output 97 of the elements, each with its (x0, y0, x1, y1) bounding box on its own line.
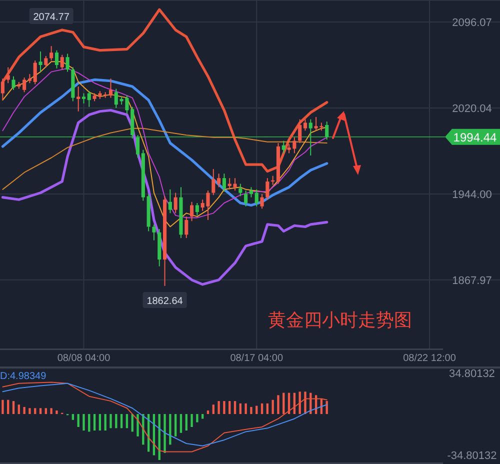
candlestick (60, 54, 64, 70)
candlestick (266, 178, 270, 200)
bar (244, 403, 247, 414)
x-tick-label: 08/08 04:00 (57, 353, 111, 364)
candlestick (168, 188, 172, 214)
candlestick (174, 192, 178, 214)
bar (82, 414, 85, 431)
bar (239, 403, 242, 414)
bar (277, 395, 280, 414)
y-tick-label: 2020.04 (452, 102, 492, 115)
bar (185, 414, 188, 431)
candlestick (33, 60, 37, 85)
candlestick (184, 216, 188, 239)
bar (7, 400, 10, 414)
bar (120, 414, 123, 428)
bar (39, 408, 42, 414)
candlestick (82, 92, 86, 104)
candlestick (12, 76, 16, 90)
y-tick-label: 34.80132 (449, 368, 495, 380)
bar (44, 408, 47, 414)
annotation: 2074.77 (33, 12, 70, 24)
candlestick (22, 76, 26, 93)
bar (174, 414, 177, 436)
bar (260, 403, 264, 414)
candlestick (44, 55, 48, 68)
bar (98, 414, 102, 431)
bar (272, 400, 274, 414)
annotation: 1862.64 (146, 296, 184, 307)
candlestick (195, 202, 199, 216)
bar (104, 414, 106, 431)
candlestick (6, 66, 10, 84)
bar (12, 401, 15, 414)
candlestick (152, 224, 156, 241)
candlestick (0, 78, 4, 101)
bar (136, 414, 139, 436)
line-series (1, 78, 328, 207)
bar (34, 408, 36, 414)
candlestick (114, 88, 118, 108)
y-tick-label: 2096.07 (452, 16, 492, 29)
candlestick (244, 190, 248, 207)
bar (228, 401, 231, 414)
candlestick (282, 140, 286, 154)
y-tick-label: 1944.00 (452, 188, 492, 201)
candlestick (298, 118, 302, 144)
bar (256, 406, 258, 414)
bar (110, 414, 112, 428)
bar (196, 414, 198, 422)
candlestick (303, 118, 308, 132)
candlestick (76, 86, 80, 112)
bar (115, 414, 118, 428)
bar (93, 414, 96, 431)
bar (72, 414, 74, 420)
candlestick (238, 183, 242, 197)
annotation: 黄金四小时走势图 (268, 310, 412, 330)
bar (23, 406, 26, 414)
candlestick (108, 78, 113, 98)
bar (164, 414, 166, 453)
bar (266, 403, 268, 414)
bar (28, 408, 31, 414)
bar (77, 414, 80, 427)
bar (282, 392, 285, 414)
bar (223, 401, 226, 414)
bar (126, 414, 128, 428)
bar (180, 414, 182, 433)
y-tick-label: 1867.97 (452, 274, 492, 287)
candlestick (87, 90, 91, 108)
candlestick (222, 173, 226, 192)
bar (218, 401, 220, 414)
bar (169, 414, 172, 445)
candlestick (212, 168, 216, 196)
bar (56, 410, 58, 414)
bar (18, 404, 20, 414)
line-series (1, 8, 328, 173)
bar (206, 410, 210, 414)
candlestick (66, 53, 70, 72)
annotation: D:4.98349 (0, 371, 47, 382)
bar (88, 414, 90, 432)
candlestick (249, 186, 253, 198)
bar (212, 404, 214, 414)
bar (50, 408, 52, 414)
candlestick (190, 201, 194, 222)
bar (2, 400, 4, 414)
candlestick (54, 50, 59, 69)
ref-line-label: 1994.44 (453, 130, 498, 144)
candlestick (28, 74, 32, 84)
candlestick (254, 188, 258, 207)
bar (250, 406, 252, 414)
line-series (1, 108, 328, 286)
x-tick-label: 08/22 12:00 (403, 353, 456, 364)
x-tick-label: 08/17 04:00 (230, 353, 284, 364)
candlestick (50, 46, 54, 61)
candlestick (260, 193, 264, 210)
bar (234, 401, 236, 414)
candlestick (217, 173, 221, 188)
bar (190, 414, 193, 427)
candlestick (38, 50, 42, 72)
y-tick-label: -34.80132 (447, 450, 497, 462)
